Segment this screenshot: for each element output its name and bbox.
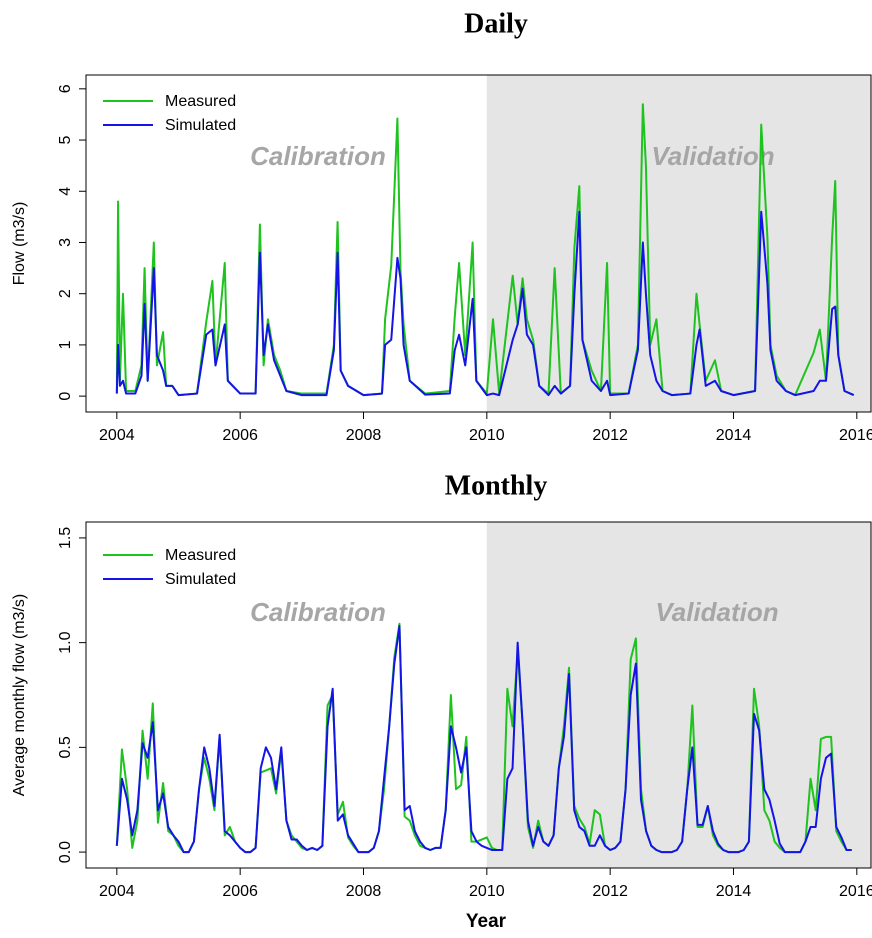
x-axis-label: Year [466,911,507,932]
x-tick-label: 2016 [839,427,872,444]
y-tick-label: 1.0 [57,631,74,653]
y-tick-label: 6 [57,84,74,93]
legend-label: Simulated [165,117,236,134]
legend-label: Simulated [165,571,236,588]
y-tick-label: 4 [57,187,74,196]
annotation: Validation [651,141,774,171]
series-line [115,624,852,854]
y-tick-label: 3 [57,238,74,247]
y-tick-label: 5 [57,135,74,144]
x-tick-label: 2004 [99,427,135,444]
annotation: Validation [655,597,778,627]
x-tick-label: 2006 [222,883,258,900]
y-tick-label: 2 [57,289,74,298]
y-tick-label: 0.0 [57,841,74,863]
legend-label: Measured [165,93,236,110]
shaded-region [486,522,871,868]
series-line [115,210,855,397]
x-tick-label: 2008 [346,883,382,900]
chart-title: Monthly [445,470,548,501]
legend-label: Measured [165,547,236,564]
x-tick-label: 2014 [716,427,752,444]
chart-title: Daily [464,8,528,39]
y-tick-label: 0.5 [57,736,74,758]
shaded-region [486,75,871,412]
y-tick-label: 0 [57,392,74,401]
x-tick-label: 2012 [592,427,628,444]
y-tick-label: 1.5 [57,527,74,549]
x-tick-label: 2006 [222,427,258,444]
annotation: Calibration [250,597,386,627]
annotation: Calibration [250,141,386,171]
x-tick-label: 2010 [469,883,505,900]
x-tick-label: 2012 [592,883,628,900]
x-tick-label: 2016 [839,883,872,900]
x-tick-label: 2008 [346,427,382,444]
x-tick-label: 2010 [469,427,505,444]
y-axis-label: Flow (m3/s) [11,202,28,286]
y-axis-label: Average monthly flow (m3/s) [11,594,28,796]
y-tick-label: 1 [57,340,74,349]
x-tick-label: 2014 [716,883,752,900]
x-tick-label: 2004 [99,883,135,900]
